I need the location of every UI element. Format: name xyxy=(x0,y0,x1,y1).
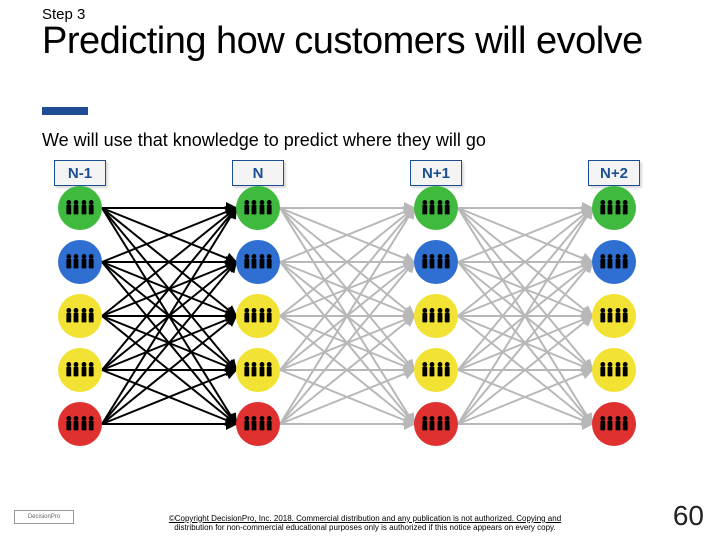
diagram-container: N-1 N N+1 N+2 xyxy=(42,160,682,490)
copyright-line2: distribution for non-commercial educatio… xyxy=(174,523,555,532)
cluster-node xyxy=(592,294,636,338)
cluster-node xyxy=(58,402,102,446)
cluster-node xyxy=(414,348,458,392)
cluster-node xyxy=(58,294,102,338)
cluster-node xyxy=(236,186,280,230)
subtitle: We will use that knowledge to predict wh… xyxy=(42,130,486,151)
cluster-node xyxy=(236,240,280,284)
cluster-node xyxy=(58,348,102,392)
cluster-node xyxy=(592,402,636,446)
cluster-node xyxy=(58,240,102,284)
footer: DecisionPro ©Copyright DecisionPro, Inc.… xyxy=(0,498,720,536)
cluster-node xyxy=(236,348,280,392)
copyright-line1: ©Copyright DecisionPro, Inc. 2018. Comme… xyxy=(169,514,561,523)
page-number: 60 xyxy=(673,500,704,532)
cluster-node xyxy=(58,186,102,230)
copyright-text: ©Copyright DecisionPro, Inc. 2018. Comme… xyxy=(130,514,600,532)
column-header: N+1 xyxy=(410,160,462,186)
cluster-node xyxy=(414,240,458,284)
cluster-node xyxy=(414,186,458,230)
accent-bar xyxy=(42,107,88,115)
cluster-node xyxy=(414,294,458,338)
footer-logo: DecisionPro xyxy=(14,510,74,524)
slide-title: Predicting how customers will evolve xyxy=(42,22,643,62)
diagram-links xyxy=(42,160,682,490)
cluster-node xyxy=(592,348,636,392)
cluster-node xyxy=(236,402,280,446)
cluster-node xyxy=(592,186,636,230)
column-header: N-1 xyxy=(54,160,106,186)
column-header: N xyxy=(232,160,284,186)
cluster-node xyxy=(414,402,458,446)
cluster-node xyxy=(236,294,280,338)
cluster-node xyxy=(592,240,636,284)
column-header: N+2 xyxy=(588,160,640,186)
